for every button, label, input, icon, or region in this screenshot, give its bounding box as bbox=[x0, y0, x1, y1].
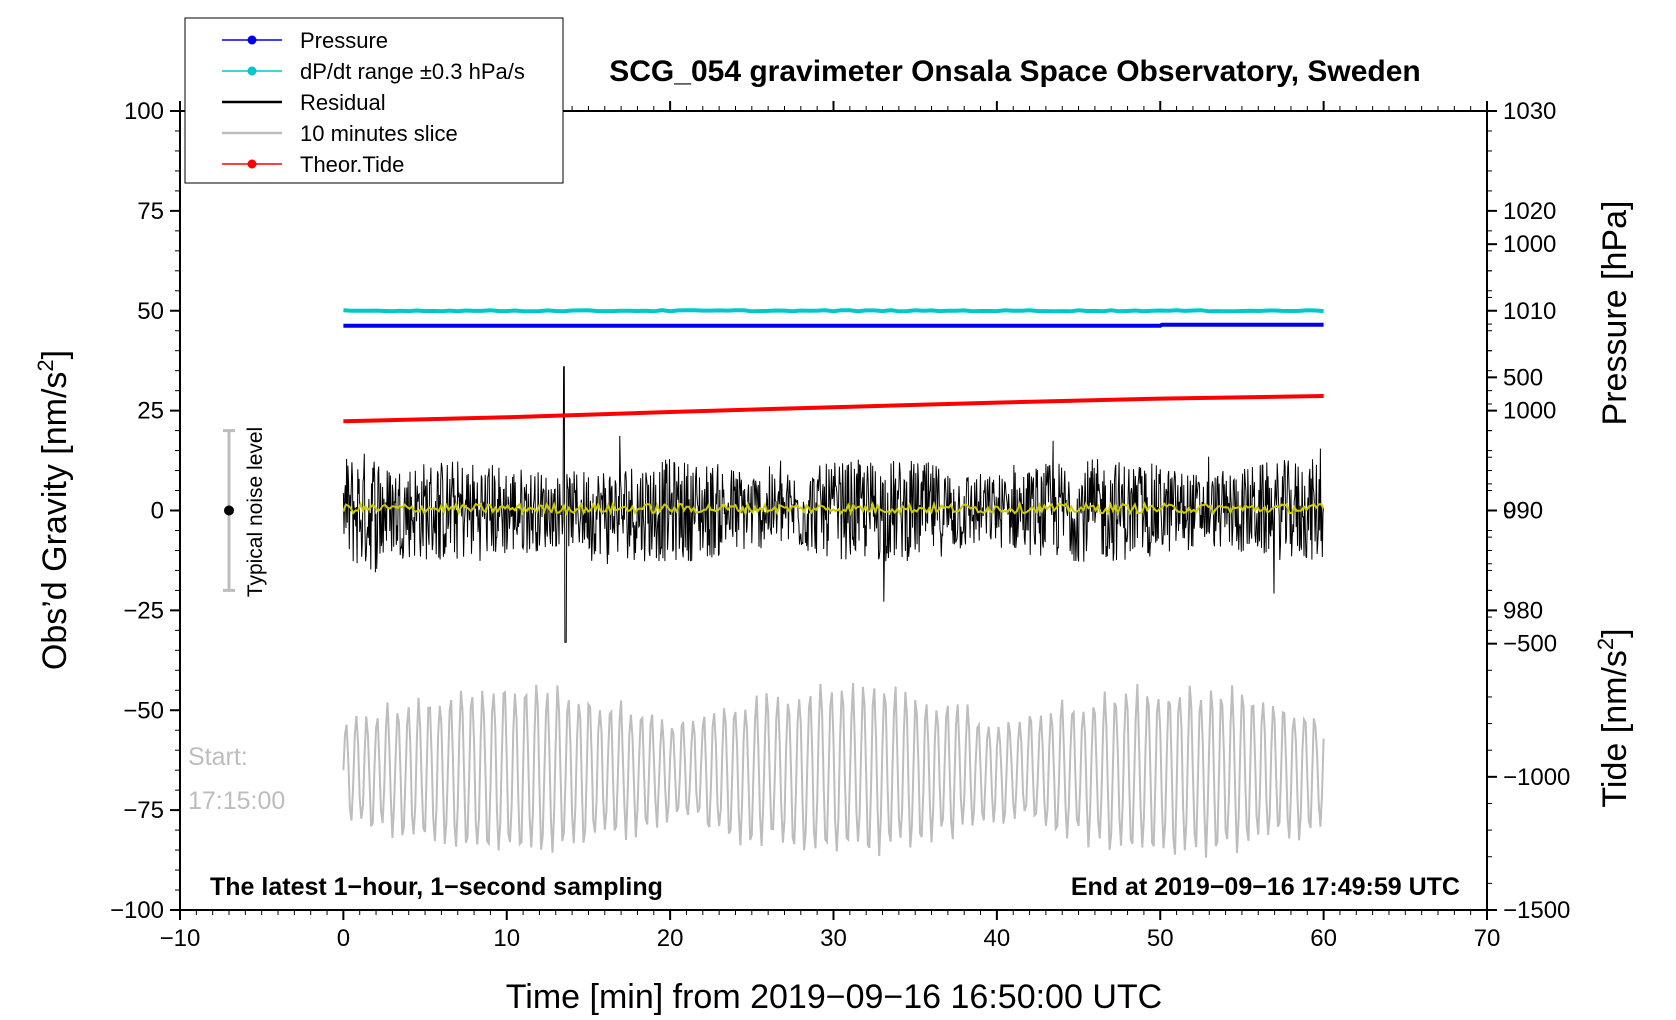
legend-entries: Pressure dP/dt range ±0.3 hPa/s Residual 10… bbox=[222, 28, 525, 177]
x-tick-labels: −10 0 10 20 30 40 50 60 70 bbox=[160, 925, 1501, 952]
y-axis-label-close: ] bbox=[36, 350, 74, 359]
series-residual-smoothed bbox=[342, 500, 1325, 517]
chart-title: SCG_054 gravimeter Onsala Space Observat… bbox=[609, 55, 1421, 88]
y-tick-label: 75 bbox=[137, 198, 164, 225]
y2-tick-label: 1000 bbox=[1503, 398, 1556, 425]
y-axis-label: Obs’d Gravity [nm/s2] bbox=[33, 350, 74, 670]
y-tick-labels: −100 −75 −50 −25 0 25 50 75 100 bbox=[110, 98, 164, 924]
x-axis-label: Time [min] from 2019−09−16 16:50:00 UTC bbox=[506, 978, 1162, 1016]
y2-axis-label: Pressure [hPa] bbox=[1596, 201, 1634, 426]
y3-tick-label: 500 bbox=[1503, 364, 1543, 391]
legend-marker bbox=[247, 66, 257, 76]
series-theor-tide bbox=[343, 394, 1324, 424]
y-tick-label: 0 bbox=[151, 498, 164, 525]
y-tick-label: −25 bbox=[123, 597, 164, 624]
x-tick-label: 30 bbox=[820, 925, 847, 952]
legend-label: 10 minutes slice bbox=[300, 121, 458, 146]
sampling-annotation: The latest 1−hour, 1−second sampling bbox=[210, 873, 663, 901]
legend: Pressure dP/dt range ±0.3 hPa/s Residual 10… bbox=[184, 17, 564, 184]
y-tick-label: 50 bbox=[137, 298, 164, 325]
series-dpdt bbox=[343, 308, 1324, 314]
series-residual bbox=[342, 366, 1325, 643]
y3-tick-label: −1500 bbox=[1503, 897, 1570, 924]
legend-label: Pressure bbox=[300, 28, 388, 53]
y-tick-label: −50 bbox=[123, 697, 164, 724]
series-10-minutes-slice bbox=[342, 682, 1325, 858]
noise-level-label: Typical noise level bbox=[244, 427, 267, 597]
x-tick-label: 40 bbox=[984, 925, 1011, 952]
y2-tick-label: 1020 bbox=[1503, 198, 1556, 225]
legend-box bbox=[184, 17, 564, 184]
x-tick-label: 60 bbox=[1310, 925, 1337, 952]
y2-tick-label: 1010 bbox=[1503, 298, 1556, 325]
y-axis-label-sup: 2 bbox=[33, 359, 58, 371]
y-tick-label: −75 bbox=[123, 797, 164, 824]
y-tick-label: 100 bbox=[124, 98, 164, 125]
y2-tick-labels: 980 990 1000 1010 1020 1030 bbox=[1503, 98, 1556, 624]
noise-level-indicator: Typical noise level bbox=[223, 427, 267, 597]
noise-level-center-dot bbox=[224, 505, 235, 516]
x-tick-label: 10 bbox=[493, 925, 520, 952]
y3-axis-label-main: Tide [nm/s bbox=[1596, 650, 1634, 807]
y3-tick-label: 0 bbox=[1503, 498, 1516, 525]
start-label: Start: bbox=[188, 743, 248, 771]
x-tick-label: 70 bbox=[1474, 925, 1501, 952]
series-pressure bbox=[343, 322, 1324, 328]
legend-label: Residual bbox=[300, 90, 386, 115]
series-layer bbox=[342, 308, 1325, 858]
y2-tick-label: 1030 bbox=[1503, 98, 1556, 125]
y3-axis-label-close: ] bbox=[1596, 628, 1634, 637]
y-tick-label: −100 bbox=[110, 897, 164, 924]
y3-tick-label: −500 bbox=[1503, 631, 1557, 658]
x-tick-label: 20 bbox=[657, 925, 684, 952]
y3-tick-labels: −1500 −1000 −500 0 500 1000 bbox=[1503, 231, 1570, 924]
y-axis-label-main: Obs’d Gravity [nm/s bbox=[36, 372, 74, 671]
y2-tick-label: 990 bbox=[1503, 498, 1543, 525]
start-time: 17:15:00 bbox=[188, 787, 285, 815]
legend-marker bbox=[247, 159, 257, 169]
y3-axis-label-sup: 2 bbox=[1593, 638, 1618, 650]
x-tick-label: −10 bbox=[160, 925, 201, 952]
end-time-annotation: End at 2019−09−16 17:49:59 UTC bbox=[1071, 873, 1460, 901]
y-tick-label: 25 bbox=[137, 398, 164, 425]
y3-axis-label: Tide [nm/s2] bbox=[1593, 628, 1634, 807]
y3-tick-label: −1000 bbox=[1503, 764, 1570, 791]
legend-label: Theor.Tide bbox=[300, 152, 404, 177]
x-tick-label: 0 bbox=[337, 925, 350, 952]
y2-tick-label: 980 bbox=[1503, 597, 1543, 624]
x-tick-label: 50 bbox=[1147, 925, 1174, 952]
legend-label: dP/dt range ±0.3 hPa/s bbox=[300, 59, 525, 84]
y3-tick-label: 1000 bbox=[1503, 231, 1556, 258]
legend-marker bbox=[247, 35, 257, 45]
